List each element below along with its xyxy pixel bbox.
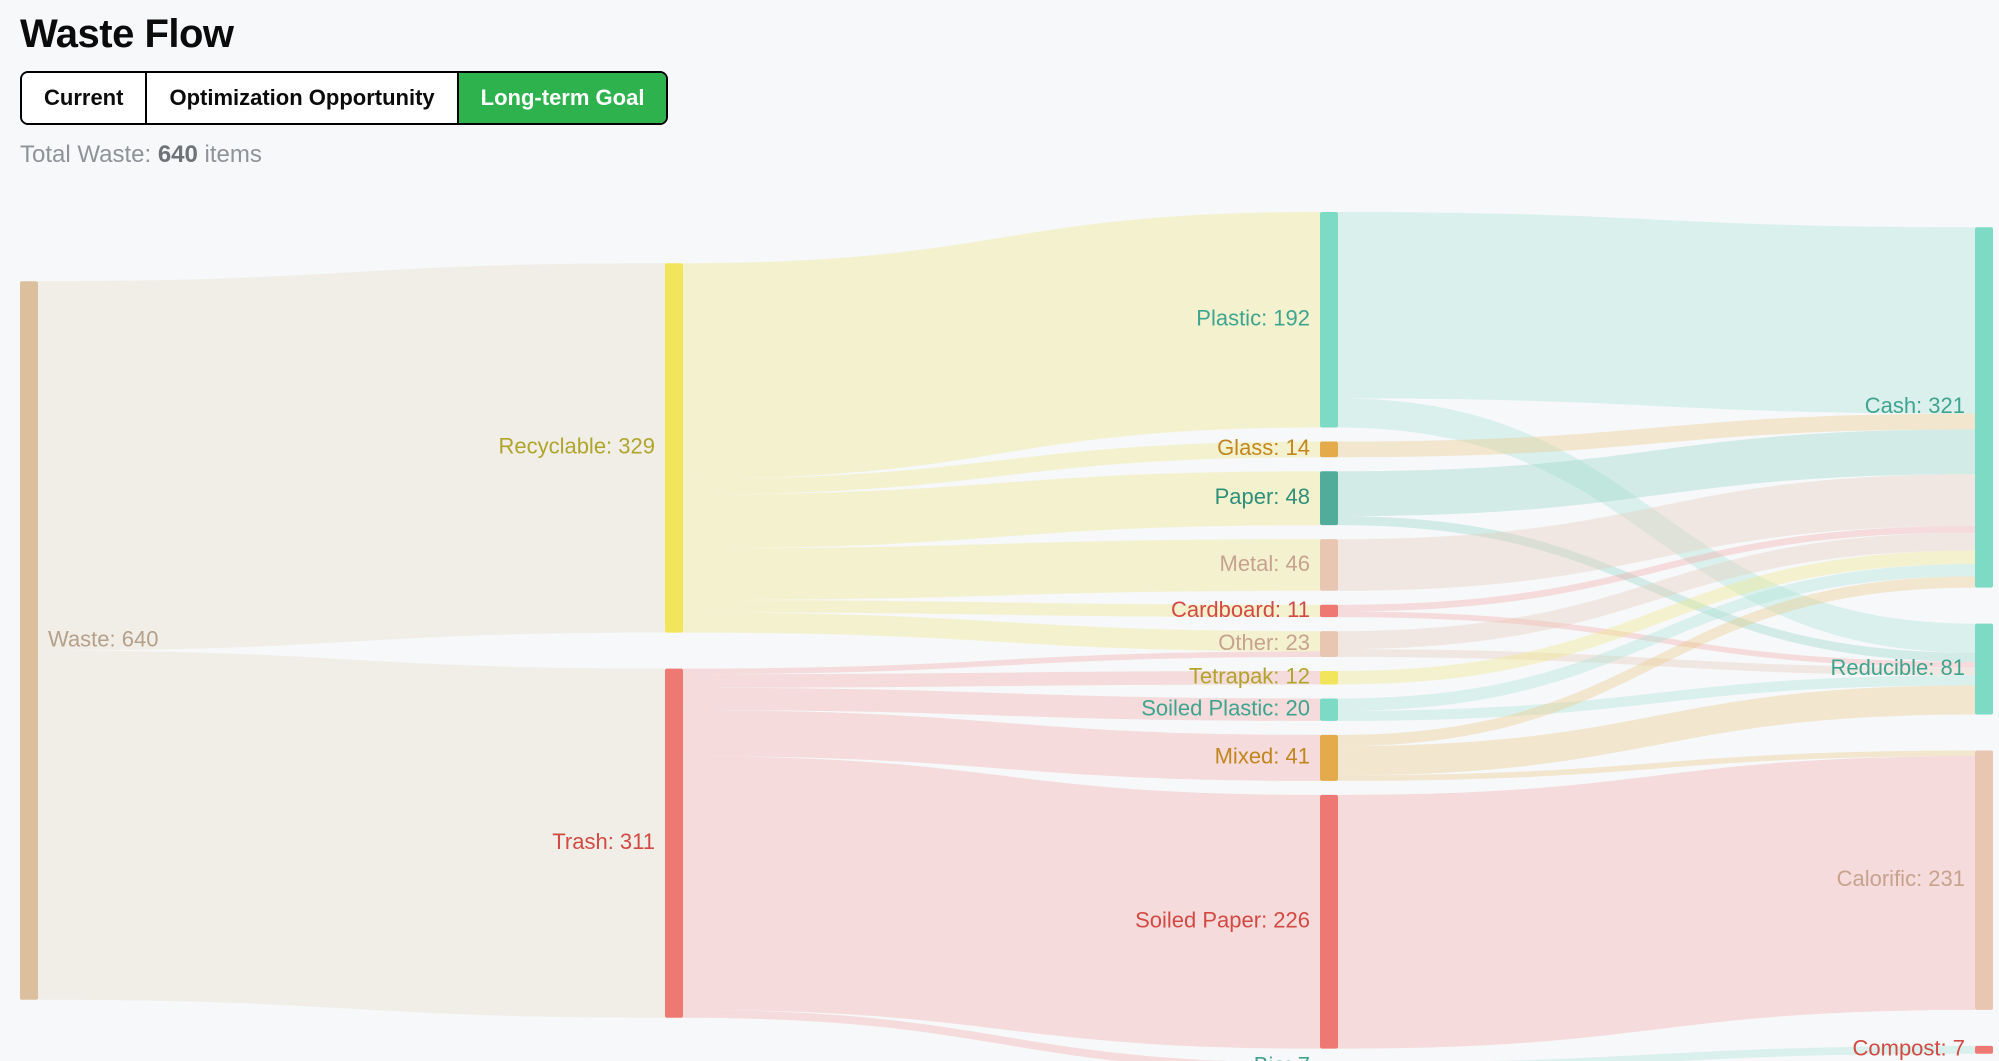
node-label-cash: Cash: 321 [1865,393,1965,418]
node-label-calorific: Calorific: 231 [1837,866,1965,891]
scenario-tabs: CurrentOptimization OpportunityLong-term… [20,71,668,125]
node-waste [20,281,38,1000]
node-label-other: Other: 23 [1218,630,1310,655]
node-label-soiled_paper: Soiled Paper: 226 [1135,908,1310,933]
node-label-waste: Waste: 640 [48,626,158,651]
node-label-mixed: Mixed: 41 [1215,744,1310,769]
total-count: 640 [158,141,198,168]
node-label-metal: Metal: 46 [1220,551,1311,576]
total-prefix: Total Waste: [20,141,158,168]
node-calorific [1975,751,1993,1010]
node-reducible [1975,624,1993,715]
total-waste-line: Total Waste: 640 items [20,141,1979,169]
link-trash-to-soiled_paper [683,756,1320,1048]
node-label-tetrapak: Tetrapak: 12 [1189,664,1310,689]
page-title: Waste Flow [20,12,1979,57]
node-cash [1975,227,1993,587]
node-tetrapak [1320,671,1338,684]
sankey-links [38,212,1975,1061]
link-soiled_paper-to-calorific [1338,756,1975,1048]
node-label-paper: Paper: 48 [1215,484,1310,509]
sankey-chart: Waste: 640 Recyclable: 329 Trash: 311 Plast… [20,210,1999,1061]
node-other [1320,631,1338,657]
tab-long-term-goal[interactable]: Long-term Goal [459,73,667,123]
node-trash [665,669,683,1018]
link-plastic-to-cash [1338,212,1975,414]
tab-optimization-opportunity[interactable]: Optimization Opportunity [147,73,458,123]
node-label-glass: Glass: 14 [1217,435,1310,460]
total-suffix: items [198,141,262,168]
node-compost [1975,1046,1993,1054]
node-recyclable [665,263,683,632]
node-label-plastic: Plastic: 192 [1196,306,1310,331]
node-label-cardboard: Cardboard: 11 [1171,597,1310,622]
node-plastic [1320,212,1338,428]
node-label-soiled_plastic: Soiled Plastic: 20 [1141,695,1310,720]
node-soiled_plastic [1320,698,1338,720]
node-metal [1320,539,1338,591]
node-label-bio: Bio: 7 [1254,1052,1310,1061]
node-cardboard [1320,605,1338,617]
node-soiled_paper [1320,795,1338,1049]
tab-current[interactable]: Current [22,73,147,123]
node-glass [1320,442,1338,458]
node-label-compost: Compost: 7 [1853,1036,1966,1061]
node-mixed [1320,735,1338,781]
node-label-recyclable: Recyclable: 329 [498,434,655,459]
node-label-trash: Trash: 311 [552,829,655,854]
node-label-reducible: Reducible: 81 [1830,655,1965,680]
node-paper [1320,471,1338,525]
